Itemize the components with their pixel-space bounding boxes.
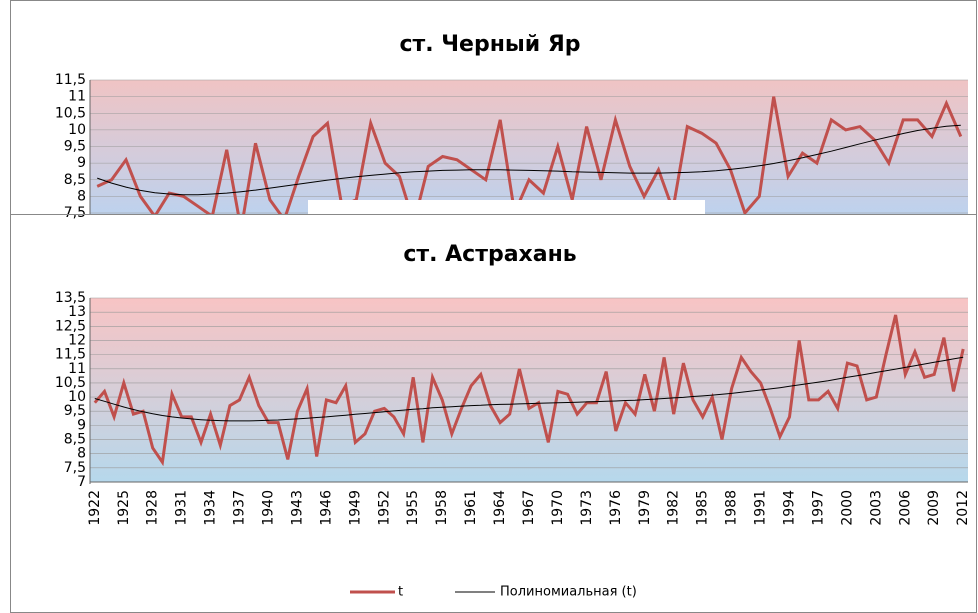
- x-tick-label: 1955: [405, 490, 421, 526]
- x-tick-label: 1967: [521, 490, 537, 526]
- series-group: [93, 314, 965, 467]
- x-tick-label: 2006: [897, 490, 913, 526]
- y-tick-label: 12,5: [55, 318, 86, 334]
- y-tick-label: 11,5: [55, 347, 86, 363]
- x-tick-label: 1928: [145, 490, 161, 526]
- x-tick-label: 1922: [87, 490, 103, 526]
- y-tick-label: 10,5: [55, 105, 86, 121]
- y-tick-label: 8: [77, 446, 86, 462]
- data-line: [93, 314, 965, 467]
- y-tick-label: 12: [68, 332, 86, 348]
- overlay: [308, 200, 705, 215]
- y-tick-label: 9,5: [64, 139, 86, 155]
- data-line: [94, 356, 964, 422]
- y-tick-label: 7: [77, 474, 86, 490]
- x-tick-label: 2003: [868, 490, 884, 526]
- y-tick-label: 10,5: [55, 375, 86, 391]
- chart-title: ст. Астрахань: [403, 242, 576, 267]
- x-tick-label: 1937: [232, 490, 248, 526]
- legend-label: t: [398, 585, 403, 600]
- x-tick-label: 1949: [347, 490, 363, 526]
- x-tick-label: 1940: [260, 490, 276, 526]
- data-line: [97, 124, 961, 196]
- y-tick-label: 11: [68, 89, 86, 105]
- y-tick-label: 9,5: [64, 403, 86, 419]
- legend-label: Полиномиальная (t): [500, 585, 637, 600]
- x-tick-label: 1979: [637, 490, 653, 526]
- y-tick-label: 13: [68, 304, 86, 320]
- x-tick-label: 1925: [116, 490, 132, 526]
- chart-title: ст. Черный Яр: [399, 32, 580, 57]
- y-tick-label: 9: [77, 155, 86, 171]
- y-tick-label: 8: [77, 188, 86, 204]
- x-tick-label: 1973: [579, 490, 595, 526]
- x-tick-label: 1976: [608, 490, 624, 526]
- x-tick-label: 1931: [174, 490, 190, 526]
- x-tick-label: 1964: [492, 490, 508, 526]
- x-tick-label: 2000: [839, 490, 855, 526]
- x-tick-label: 1982: [666, 490, 682, 526]
- plot-area: [90, 80, 968, 215]
- y-tick-label: 11: [68, 361, 86, 377]
- x-tick-label: 2009: [926, 490, 942, 526]
- data-line: [96, 96, 963, 215]
- x-tick-label: 2012: [955, 490, 971, 526]
- y-tick-label: 8,5: [64, 172, 86, 188]
- x-tick-label: 1943: [289, 490, 305, 526]
- x-tick-label: 1985: [695, 490, 711, 526]
- x-tick-label: 1952: [376, 490, 392, 526]
- x-tick-label: 1994: [782, 490, 798, 526]
- y-tick-label: 9: [77, 417, 86, 433]
- x-tick-label: 1946: [318, 490, 334, 526]
- x-tick-label: 1988: [724, 490, 740, 526]
- x-tick-label: 1991: [753, 490, 769, 526]
- x-tick-label: 1997: [810, 490, 826, 526]
- x-tick-label: 1934: [203, 490, 219, 526]
- y-tick-label: 10: [68, 122, 86, 138]
- x-tick-label: 1970: [550, 490, 566, 526]
- y-tick-label: 7,5: [64, 460, 86, 476]
- y-tick-label: 10: [68, 389, 86, 405]
- y-tick-label: 13,5: [55, 290, 86, 306]
- plot-area: [90, 298, 968, 482]
- x-tick-label: 1958: [434, 490, 450, 526]
- series-group: [96, 96, 963, 215]
- x-tick-label: 1961: [463, 490, 479, 526]
- y-tick-label: 11,5: [55, 72, 86, 88]
- y-tick-label: 7,5: [64, 205, 86, 221]
- y-tick-label: 8,5: [64, 432, 86, 448]
